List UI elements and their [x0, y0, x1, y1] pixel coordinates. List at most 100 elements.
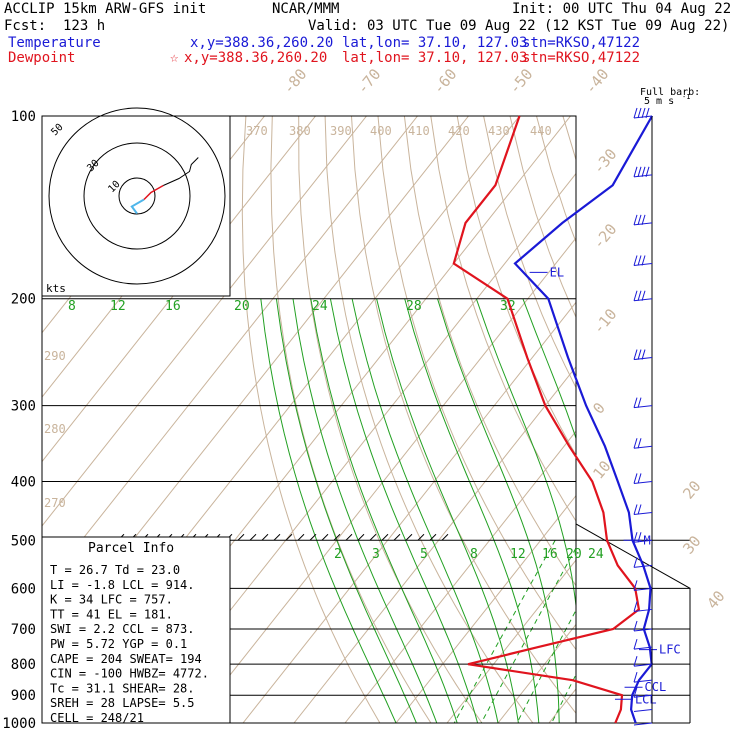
theta-label: 390 — [330, 124, 352, 138]
model-title: ACCLIP 15km ARW-GFS init — [4, 1, 207, 17]
isotherm-label: -40 — [581, 65, 612, 97]
mixing-ratio-label: 12 — [510, 547, 526, 562]
theta-label: 430 — [488, 124, 510, 138]
init-time: Init: 00 UTC Thu 04 Aug 22 — [512, 1, 732, 17]
freezing-level-hatch — [345, 533, 353, 541]
wind-barb-flag — [641, 214, 646, 226]
theta-label: 420 — [448, 124, 470, 138]
theta-label: 270 — [44, 496, 66, 510]
isotherm-line — [702, 116, 740, 723]
isotherm-line — [42, 116, 367, 527]
wind-barb-flag — [633, 532, 638, 543]
wind-barb-shaft — [633, 298, 653, 302]
dry-adiabat-line — [430, 116, 576, 522]
theta-label: 440 — [530, 124, 552, 138]
moist-adiabat-line — [437, 298, 560, 723]
moist-adiabat-line — [522, 298, 576, 441]
isotherm-label: -80 — [279, 65, 310, 97]
dry-adiabat-line — [270, 116, 432, 723]
mixing-ratio-label: 20 — [566, 547, 582, 562]
dry-adiabat-line — [483, 116, 576, 389]
parcel-row: SREH = 28 LAPSE= 5.5 — [50, 696, 195, 710]
dry-adiabat-line — [351, 116, 576, 714]
mixing-ratio-line — [480, 547, 576, 723]
theta-label: 370 — [246, 124, 268, 138]
freezing-level-hatch — [297, 533, 305, 541]
wind-barb-flag — [633, 504, 638, 515]
wind-barb-flag — [633, 255, 638, 266]
plot-boundary-right — [575, 494, 691, 723]
dry-adiabat-line — [589, 116, 740, 723]
wind-barb-flag — [633, 639, 638, 650]
isotherm-line — [446, 559, 576, 723]
wind-barb-shaft — [633, 222, 653, 226]
wind-barb-flag — [645, 107, 650, 119]
parcel-row: LI = -1.8 LCL = 914. — [50, 578, 195, 592]
dry-adiabat-line — [377, 116, 576, 651]
moist-adiabat-label: 20 — [234, 299, 250, 314]
parcel-row: Tc = 31.1 SHEAR= 28. — [50, 681, 195, 695]
dewpoint-xy: x,y=388.36,260.20 — [184, 50, 328, 66]
isotherm-label: -10 — [589, 305, 620, 337]
mixing-ratio-line — [453, 540, 556, 723]
pressure-tick-label: 700 — [11, 622, 36, 638]
moist-adiabat-line — [292, 298, 438, 723]
wind-barb-flag — [637, 473, 642, 484]
pressure-tick-label: 200 — [11, 292, 36, 308]
wind-barb-flag — [637, 214, 642, 226]
mixing-ratio-label: 3 — [372, 547, 380, 562]
wind-barb-flag — [637, 349, 642, 360]
freezing-level-hatch — [393, 533, 401, 541]
isotherm-line — [344, 430, 576, 723]
dry-adiabat-line — [403, 116, 576, 587]
wind-barb-flag — [633, 214, 638, 226]
dewpoint-profile — [452, 115, 641, 724]
wind-barb-flag — [637, 532, 642, 543]
pressure-tick-label: 300 — [11, 399, 36, 415]
isotherm-label: 40 — [703, 587, 728, 612]
wind-barb-shaft — [633, 564, 653, 568]
mixing-ratio-label: 5 — [420, 547, 428, 562]
parcel-row: TT = 41 EL = 181. — [50, 607, 173, 621]
hodograph-ring — [118, 177, 156, 215]
wind-barb-flag — [633, 557, 638, 568]
dry-adiabat-line — [616, 116, 740, 723]
parcel-title: Parcel Info — [88, 541, 174, 556]
valid-time: Valid: 03 UTC Tue 09 Aug 22 (12 KST Tue … — [308, 18, 730, 34]
wind-barb-flag — [633, 672, 638, 683]
dewpoint-legend-label: Dewpoint — [8, 50, 76, 66]
dry-adiabat-line — [324, 116, 534, 723]
dry-adiabat-line — [562, 116, 576, 162]
wind-barb-flag — [641, 166, 646, 177]
freezing-level-hatch — [369, 533, 377, 541]
mixing-ratio-label: 2 — [334, 547, 342, 562]
moist-adiabat-line — [579, 299, 635, 723]
dry-adiabat-line — [695, 116, 740, 723]
wind-barb-flag — [637, 397, 642, 408]
dry-adiabats — [241, 116, 740, 723]
wind-barb-flag — [633, 290, 638, 301]
isotherm-label: -30 — [589, 145, 620, 177]
dewpoint-star-icon: ☆ — [170, 50, 179, 66]
hodograph-trace-upper — [163, 157, 199, 186]
wind-barb-shaft — [633, 445, 653, 449]
wind-barbs — [633, 107, 653, 726]
wind-barb-shaft — [633, 694, 653, 698]
dewpoint-station: stn=RKSO,47122 — [522, 50, 641, 66]
wind-barb-shaft — [633, 263, 653, 267]
wind-barb-flag — [633, 397, 638, 408]
hodograph-trace-low — [130, 198, 145, 215]
moist-adiabat-label: 16 — [165, 299, 181, 314]
theta-label: 290 — [44, 349, 66, 363]
temperature-profile — [513, 115, 654, 724]
dry-adiabat-line — [536, 116, 576, 244]
freezing-level-hatch — [249, 533, 257, 541]
mixing-ratio-label: 8 — [470, 547, 478, 562]
moist-adiabat-line — [310, 298, 458, 723]
wind-barb-shaft — [633, 174, 653, 178]
dry-adiabat-line — [669, 116, 740, 723]
parcel-row: CELL = 248/21 — [50, 711, 144, 725]
wind-barb-shaft — [633, 587, 653, 591]
wind-barb-flag — [633, 349, 638, 360]
